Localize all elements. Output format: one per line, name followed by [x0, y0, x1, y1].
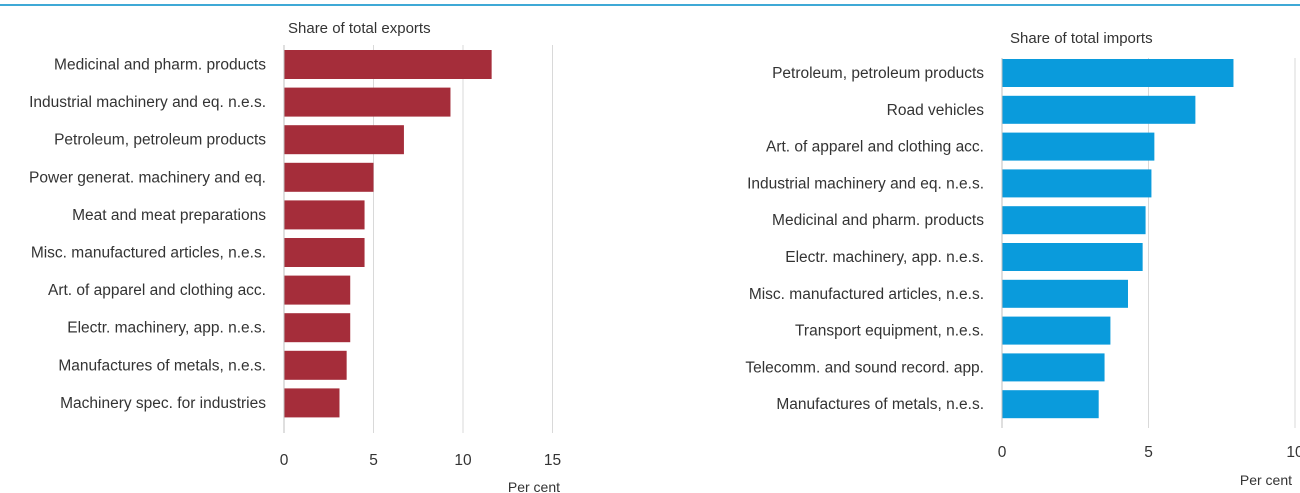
exports-category-label-3: Petroleum, petroleum products	[54, 132, 266, 149]
exports-bar-5	[284, 200, 365, 230]
imports-category-label-10: Manufactures of metals, n.e.s.	[776, 396, 984, 413]
imports-bar-2	[1002, 95, 1196, 124]
exports-bar-9	[284, 350, 347, 380]
imports-category-label-8: Transport equipment, n.e.s.	[795, 323, 984, 340]
imports-category-label-4: Industrial machinery and eq. n.e.s.	[747, 175, 984, 192]
imports-tick-label-10: 10	[1286, 444, 1300, 461]
imports-bar-8	[1002, 316, 1111, 345]
imports-category-label-2: Road vehicles	[887, 102, 985, 119]
exports-category-label-8: Electr. machinery, app. n.e.s.	[67, 320, 266, 337]
imports-bar-9	[1002, 353, 1105, 382]
exports-category-label-9: Manufactures of metals, n.e.s.	[58, 357, 266, 374]
exports-bar-7	[284, 275, 351, 305]
exports-bar-10	[284, 388, 340, 418]
imports-bar-3	[1002, 132, 1155, 161]
imports-bar-6	[1002, 243, 1143, 271]
exports-category-label-5: Meat and meat preparations	[72, 207, 266, 224]
imports-category-label-7: Misc. manufactured articles, n.e.s.	[749, 286, 984, 303]
exports-category-label-4: Power generat. machinery and eq.	[29, 169, 266, 186]
exports-chart-title: Share of total exports	[288, 20, 431, 37]
exports-bar-4	[284, 162, 374, 192]
imports-axis-label: Per cent	[1240, 472, 1292, 488]
imports-chart-title: Share of total imports	[1010, 30, 1153, 47]
imports-tick-label-0: 0	[998, 444, 1007, 461]
imports-bar-1	[1002, 59, 1234, 87]
imports-bar-10	[1002, 390, 1099, 419]
top-rule	[0, 4, 1300, 6]
imports-category-label-1: Petroleum, petroleum products	[772, 65, 984, 82]
exports-category-label-2: Industrial machinery and eq. n.e.s.	[29, 94, 266, 111]
imports-tick-label-5: 5	[1144, 444, 1153, 461]
exports-tick-label-10: 10	[454, 452, 472, 469]
imports-bar-4	[1002, 169, 1152, 198]
exports-bar-3	[284, 125, 404, 155]
exports-category-label-10: Machinery spec. for industries	[60, 395, 266, 412]
exports-category-label-1: Medicinal and pharm. products	[54, 57, 266, 74]
exports-category-label-6: Misc. manufactured articles, n.e.s.	[31, 245, 266, 262]
exports-bar-1	[284, 50, 492, 79]
exports-category-label-7: Art. of apparel and clothing acc.	[48, 282, 266, 299]
imports-bar-5	[1002, 206, 1146, 235]
imports-category-label-5: Medicinal and pharm. products	[772, 212, 984, 229]
exports-bar-8	[284, 313, 351, 343]
imports-category-label-3: Art. of apparel and clothing acc.	[766, 139, 984, 156]
exports-bar-2	[284, 87, 451, 117]
imports-category-label-6: Electr. machinery, app. n.e.s.	[785, 249, 984, 266]
exports-axis-label: Per cent	[508, 479, 560, 493]
exports-tick-label-15: 15	[544, 452, 561, 469]
imports-bar-7	[1002, 279, 1128, 308]
exports-tick-label-0: 0	[280, 452, 289, 469]
exports-tick-label-5: 5	[369, 452, 378, 469]
imports-category-label-9: Telecomm. and sound record. app.	[745, 359, 984, 376]
exports-bar-6	[284, 238, 365, 267]
